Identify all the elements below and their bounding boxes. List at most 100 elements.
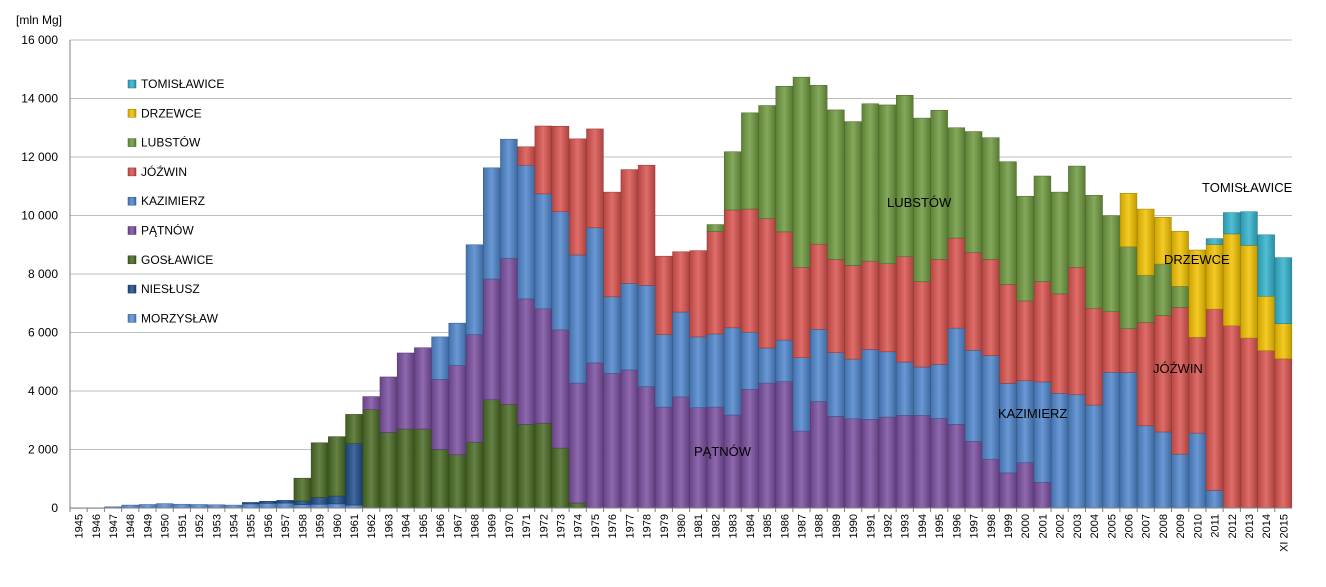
legend-swatch: [127, 196, 137, 206]
x-tick-label: 2011: [1210, 514, 1222, 538]
bar-segment: [827, 259, 845, 353]
bar-segment: [999, 284, 1017, 384]
bar-segment: [637, 386, 656, 509]
bar-segment: [1257, 234, 1275, 297]
bar-segment: [1016, 462, 1034, 509]
bar-segment: [792, 357, 811, 432]
axes: [69, 40, 1292, 512]
bar-segment: [1274, 257, 1293, 324]
bar-segment: [396, 428, 415, 509]
x-tick-label: 1981: [693, 514, 705, 538]
x-tick-label: 1949: [142, 514, 154, 538]
x-tick-label: 1996: [951, 514, 963, 538]
bar-segment: [672, 396, 690, 509]
x-tick-label: 2001: [1037, 514, 1049, 538]
bar-segment: [861, 419, 880, 509]
bar-segment: [655, 255, 673, 335]
bar-segment: [930, 259, 948, 365]
x-tick-label: 1951: [177, 514, 189, 538]
x-tick-label: 1956: [263, 514, 275, 538]
bar-segment: [620, 169, 639, 284]
bar-segment: [362, 396, 380, 410]
bar-segment: [1016, 380, 1034, 463]
x-tick-label: 1986: [779, 514, 791, 538]
bar-segment: [242, 503, 260, 509]
x-tick-label: 1993: [900, 514, 912, 538]
bar-segment: [482, 399, 501, 509]
chart-annotation: PĄTNÓW: [694, 444, 752, 459]
bar-segment: [276, 500, 294, 504]
bar-segment: [930, 109, 948, 260]
bar-segment: [655, 334, 673, 408]
bar-segment: [878, 263, 897, 353]
bar-segment: [310, 503, 329, 509]
bar-segment: [1119, 372, 1138, 509]
bar-segment: [517, 146, 535, 166]
bar-segment: [775, 85, 793, 233]
bar-segment: [586, 227, 604, 364]
bar-segment: [896, 415, 914, 509]
chart-annotation: TOMISŁAWICE: [1202, 180, 1293, 195]
bar-segment: [964, 441, 983, 509]
bar-segment: [482, 278, 501, 401]
legend-swatch: [127, 314, 137, 323]
x-tick-label: 1999: [1003, 514, 1015, 538]
bar-segment: [741, 208, 759, 333]
bar-segment: [706, 333, 725, 408]
bar-segment: [1137, 322, 1155, 427]
bar-segment: [190, 504, 208, 509]
bar-segment: [930, 364, 948, 419]
x-tick-label: 2013: [1244, 514, 1256, 538]
bar-segment: [620, 283, 639, 371]
x-tick-label: 1970: [504, 514, 516, 538]
bar-segment: [689, 336, 707, 408]
x-tick-label: 1947: [108, 514, 120, 538]
annotations: PĄTNÓW LUBSTÓW KAZIMIERZ JÓŹWIN DRZEWCE TOMIS…: [694, 180, 1293, 459]
y-tick-label: 8 000: [28, 267, 58, 281]
x-tick-label: 1967: [452, 514, 464, 538]
bar-segment: [861, 349, 880, 420]
x-tick-label: 1985: [762, 514, 774, 538]
x-tick-label: 1980: [676, 514, 688, 538]
bar-segment: [293, 504, 312, 509]
bar-segment: [999, 161, 1017, 285]
bar-segment: [896, 95, 914, 257]
legend-label: NIESŁUSZ: [141, 282, 200, 296]
bar-segment: [982, 355, 1000, 460]
bar-segment: [1085, 195, 1103, 309]
bar-segment: [310, 497, 329, 505]
bar-segment: [1085, 404, 1103, 509]
bar-segment: [534, 125, 552, 195]
y-tick-label: 6 000: [28, 326, 58, 340]
x-tick-label: 1982: [710, 514, 722, 538]
bar-segment: [844, 418, 862, 509]
bar-segment: [913, 415, 931, 509]
bar-segment: [844, 358, 862, 420]
bar-segment: [1033, 381, 1052, 483]
bar-segment: [465, 334, 484, 443]
bar-segment: [637, 285, 656, 387]
bar-segment: [930, 418, 948, 509]
bar-segment: [1050, 191, 1069, 295]
bar-segment: [947, 237, 966, 329]
bar-segment: [775, 339, 793, 382]
x-tick-label: 1961: [349, 514, 361, 538]
x-tick-label: 1958: [297, 514, 309, 538]
legend-swatch: [127, 167, 137, 177]
bar-segment: [1223, 212, 1241, 235]
bar-segment: [741, 331, 759, 390]
x-tick-label: 1953: [211, 514, 223, 538]
y-tick-label: 16 000: [21, 33, 58, 47]
bar-segment: [792, 267, 811, 358]
bar-segment: [1257, 350, 1275, 509]
bar-segment: [500, 404, 518, 509]
bar-segment: [1137, 208, 1155, 276]
bar-segment: [878, 416, 897, 509]
bar-segment: [1171, 307, 1189, 455]
bar-segment: [827, 109, 845, 260]
bar-segment: [810, 85, 828, 245]
bar-segment: [1154, 263, 1172, 316]
x-tick-label: 1983: [728, 514, 740, 538]
bar-segment: [310, 442, 329, 498]
